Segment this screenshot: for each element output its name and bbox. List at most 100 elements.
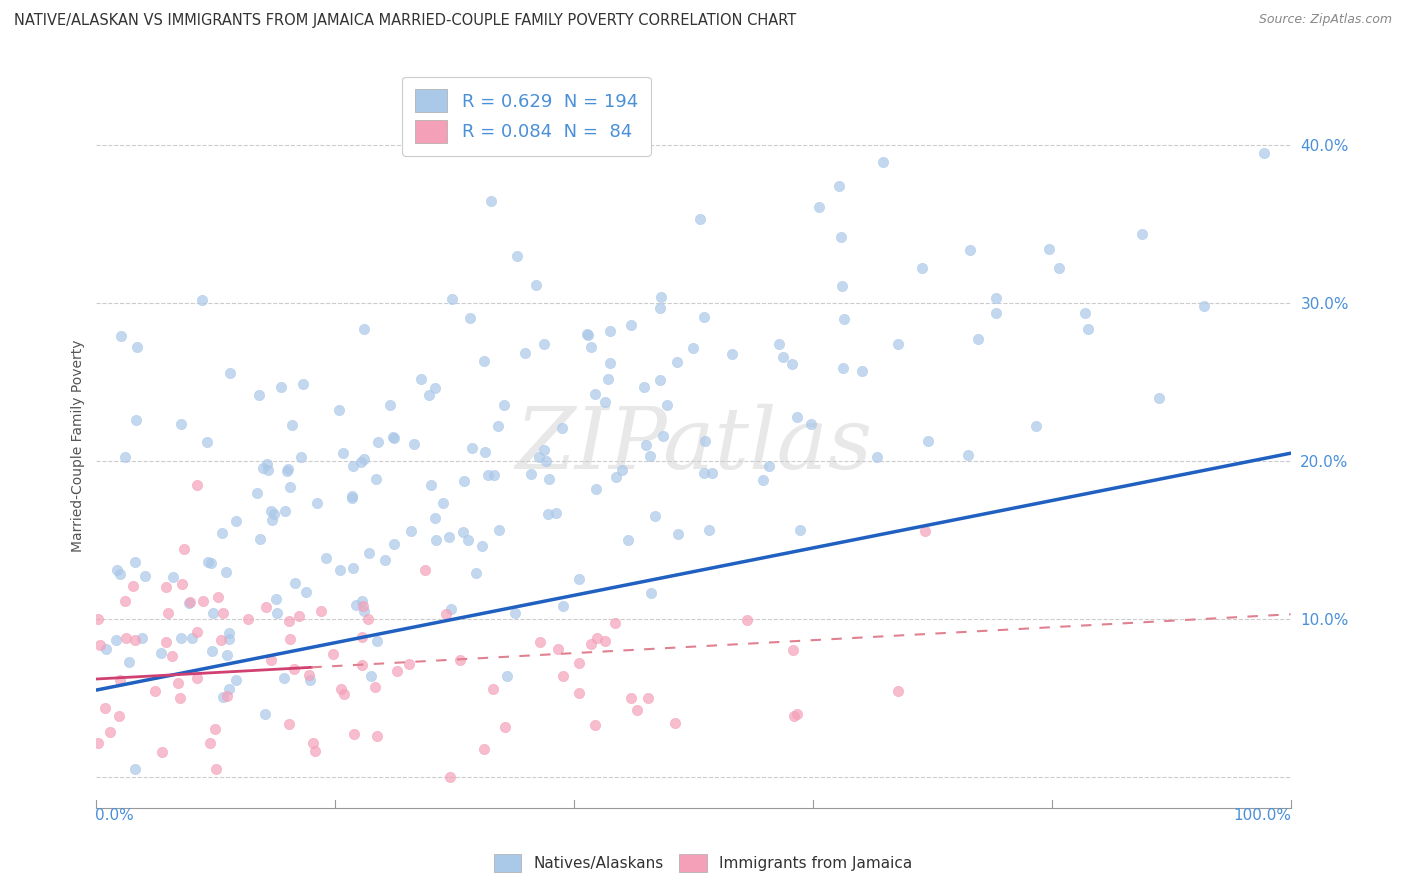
Point xyxy=(648,301,671,316)
Point xyxy=(170,417,193,431)
Point xyxy=(503,606,526,620)
Legend: Natives/Alaskans, Immigrants from Jamaica: Natives/Alaskans, Immigrants from Jamaic… xyxy=(486,846,920,880)
Point xyxy=(329,682,352,697)
Point xyxy=(695,434,717,448)
Text: 100.0%: 100.0% xyxy=(1234,808,1292,823)
Point xyxy=(471,539,494,553)
Point xyxy=(170,632,193,646)
Point xyxy=(782,709,804,723)
Point xyxy=(551,668,574,682)
Point xyxy=(350,455,373,469)
Point xyxy=(305,495,328,509)
Point xyxy=(782,643,804,657)
Point xyxy=(291,376,314,391)
Point xyxy=(215,689,238,703)
Point xyxy=(150,646,173,660)
Point xyxy=(477,467,499,482)
Point xyxy=(195,434,218,449)
Point xyxy=(851,363,873,377)
Point xyxy=(252,461,274,475)
Point xyxy=(211,606,233,620)
Point xyxy=(612,463,634,477)
Point xyxy=(640,585,662,599)
Point xyxy=(131,631,153,645)
Point xyxy=(458,311,481,326)
Point xyxy=(984,291,1007,305)
Point xyxy=(94,641,117,656)
Point xyxy=(366,472,388,486)
Point xyxy=(155,634,177,648)
Point xyxy=(357,546,380,560)
Point xyxy=(186,477,208,491)
Point xyxy=(201,644,224,658)
Point xyxy=(108,566,131,581)
Point xyxy=(520,467,543,482)
Text: NATIVE/ALASKAN VS IMMIGRANTS FROM JAMAICA MARRIED-COUPLE FAMILY POVERTY CORRELAT: NATIVE/ALASKAN VS IMMIGRANTS FROM JAMAIC… xyxy=(14,13,796,29)
Point xyxy=(202,606,225,620)
Point xyxy=(585,632,607,646)
Point xyxy=(350,594,373,608)
Point xyxy=(179,596,201,610)
Point xyxy=(492,398,515,412)
Point xyxy=(266,607,288,621)
Point xyxy=(585,482,607,496)
Text: Source: ZipAtlas.com: Source: ZipAtlas.com xyxy=(1258,13,1392,27)
Point xyxy=(440,602,463,616)
Point xyxy=(461,441,484,455)
Point xyxy=(170,577,193,591)
Point xyxy=(1077,322,1099,336)
Point xyxy=(350,630,373,644)
Point xyxy=(537,508,560,522)
Point xyxy=(329,563,352,577)
Point xyxy=(533,336,555,351)
Point xyxy=(353,604,375,618)
Point xyxy=(298,668,321,682)
Point xyxy=(752,473,775,487)
Point xyxy=(786,410,808,425)
Point xyxy=(98,725,121,739)
Point xyxy=(366,633,388,648)
Point xyxy=(179,595,201,609)
Point xyxy=(831,360,853,375)
Point xyxy=(956,449,979,463)
Point xyxy=(575,326,598,341)
Point xyxy=(353,451,375,466)
Point xyxy=(225,514,247,528)
Point xyxy=(494,720,516,734)
Point xyxy=(986,306,1008,320)
Point xyxy=(260,653,283,667)
Point xyxy=(700,466,723,480)
Point xyxy=(693,467,716,481)
Point xyxy=(872,155,894,169)
Point xyxy=(209,632,232,647)
Point xyxy=(93,701,115,715)
Point xyxy=(374,553,396,567)
Point xyxy=(768,336,790,351)
Point xyxy=(537,472,560,486)
Point xyxy=(322,648,344,662)
Point xyxy=(118,655,141,669)
Point xyxy=(959,244,981,258)
Point xyxy=(551,599,574,613)
Y-axis label: Married-Couple Family Poverty: Married-Couple Family Poverty xyxy=(72,339,86,551)
Point xyxy=(598,372,620,386)
Point xyxy=(1047,261,1070,276)
Point xyxy=(344,599,367,613)
Point xyxy=(105,564,128,578)
Point xyxy=(262,513,284,527)
Point xyxy=(917,434,939,448)
Point xyxy=(593,634,616,648)
Point xyxy=(173,541,195,556)
Point xyxy=(593,394,616,409)
Point xyxy=(108,673,131,687)
Point xyxy=(186,624,208,639)
Point xyxy=(800,417,823,432)
Point xyxy=(484,468,506,483)
Point xyxy=(260,504,283,518)
Point xyxy=(619,318,641,332)
Point xyxy=(420,478,443,492)
Point xyxy=(637,690,659,705)
Point xyxy=(1074,305,1097,319)
Point xyxy=(828,179,851,194)
Point xyxy=(207,590,229,604)
